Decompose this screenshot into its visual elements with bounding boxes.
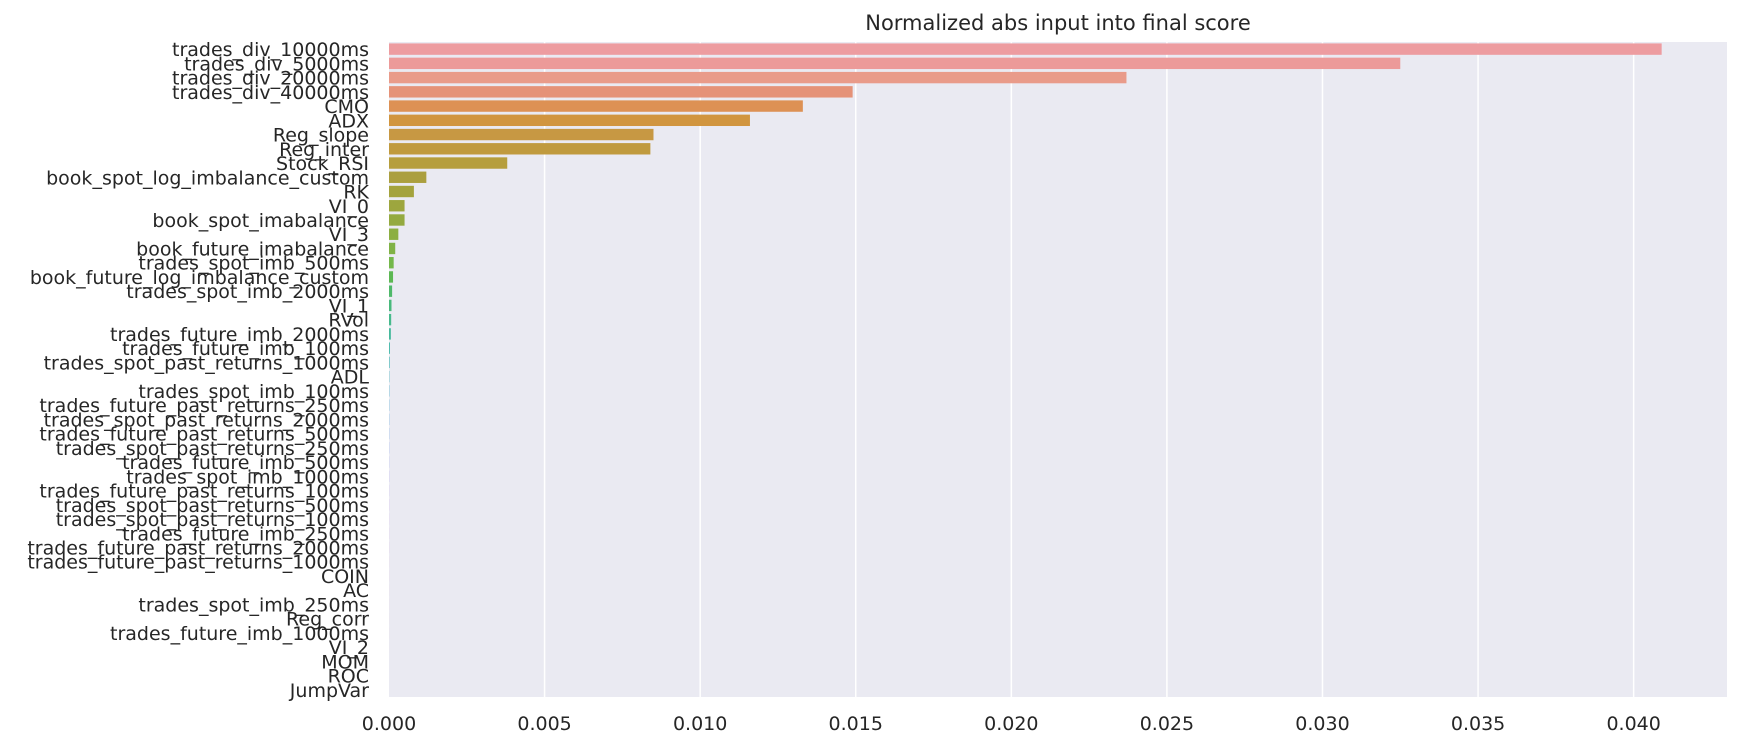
- bar-book_future_imabalance: [389, 243, 395, 254]
- x-tick-labels: 0.000 0.005 0.010 0.015 0.020 0.025 0.030 0.035…: [362, 713, 1661, 735]
- bar-CMO: [389, 100, 803, 111]
- bar-trades_future_imb_100ms: [389, 342, 390, 353]
- bar-trades_spot_past_returns_1000ms: [389, 357, 390, 368]
- x-tick-label: 0.010: [673, 713, 727, 735]
- bar-trades_spot_imb_2000ms: [389, 285, 392, 296]
- bar-RK: [389, 186, 414, 197]
- bar-trades_div_5000ms: [389, 58, 1400, 69]
- bar-ADX: [389, 115, 750, 126]
- y-tick-label: JumpVar: [289, 680, 369, 702]
- x-tick-label: 0.005: [517, 713, 571, 735]
- x-tick-label: 0.015: [829, 713, 883, 735]
- bar-trades_div_40000ms: [389, 86, 853, 97]
- bar-Stock_RSI: [389, 157, 507, 168]
- bar-VI_1: [389, 300, 391, 311]
- x-tick-label: 0.035: [1451, 713, 1505, 735]
- y-tick-label: trades_spot_past_returns_1000ms: [44, 352, 369, 374]
- bar-Reg_inter: [389, 143, 650, 154]
- bar-trades_future_imb_2000ms: [389, 328, 391, 339]
- bar-trades_spot_imb_500ms: [389, 257, 394, 268]
- x-tick-label: 0.000: [362, 713, 416, 735]
- x-tick-label: 0.040: [1606, 713, 1660, 735]
- chart-title: Normalized abs input into final score: [865, 11, 1251, 35]
- x-tick-label: 0.020: [984, 713, 1038, 735]
- bar-VI_0: [389, 200, 405, 211]
- y-tick-label: trades_future_past_returns_1000ms: [27, 552, 369, 574]
- y-tick-labels: trades_div_10000mstrades_div_5000mstrade…: [27, 39, 369, 702]
- bar-VI_3: [389, 229, 398, 240]
- bar-trades_div_20000ms: [389, 72, 1126, 83]
- bar-book_future_log_imbalance_custom: [389, 271, 393, 282]
- bar-Reg_slope: [389, 129, 653, 140]
- bar-book_spot_log_imbalance_custom: [389, 172, 426, 183]
- y-tick-label: book_spot_log_imbalance_custom: [46, 167, 369, 189]
- bar-book_spot_imabalance: [389, 214, 405, 225]
- bar-trades_div_10000ms: [389, 43, 1662, 54]
- bar-RVol: [389, 314, 391, 325]
- x-tick-label: 0.025: [1140, 713, 1194, 735]
- x-tick-label: 0.030: [1295, 713, 1349, 735]
